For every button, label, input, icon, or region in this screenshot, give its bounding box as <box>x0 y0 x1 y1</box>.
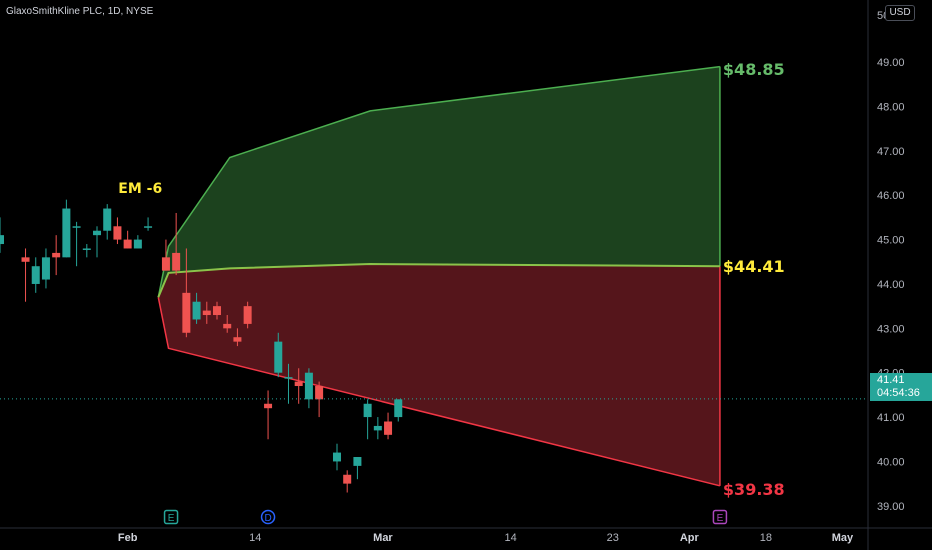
candle-body <box>0 235 4 245</box>
bar-countdown: 04:54:36 <box>877 387 920 399</box>
candle-body <box>52 252 61 258</box>
candle-body <box>304 372 313 400</box>
x-tick-label: Mar <box>373 532 393 544</box>
level-label: $39.38 <box>723 480 785 499</box>
x-tick-label: 14 <box>504 532 516 544</box>
event-letter: D <box>264 513 271 524</box>
candle-body <box>62 208 71 258</box>
candle-body <box>353 457 362 466</box>
earnings-marker[interactable] <box>163 509 179 525</box>
y-tick-label: 44.00 <box>877 279 905 291</box>
candle-body <box>284 377 293 379</box>
candle-body <box>93 230 102 236</box>
candle-body <box>123 239 132 249</box>
candle-body <box>144 226 153 228</box>
x-tick-label: 14 <box>249 532 261 544</box>
expected-move-zones: EM -6 <box>118 65 721 487</box>
candle-body <box>21 257 30 262</box>
earnings-marker[interactable] <box>712 509 728 525</box>
dividend-marker[interactable] <box>260 509 276 525</box>
y-tick-label: 49.00 <box>877 57 905 69</box>
upper-zone-fill <box>158 66 720 298</box>
current-price-tag: 41.41 04:54:36 <box>870 373 932 401</box>
candle-body <box>274 341 283 373</box>
x-tick-label: Feb <box>118 532 138 544</box>
level-label: $44.41 <box>723 257 785 276</box>
y-tick-label: 43.00 <box>877 323 905 335</box>
level-labels: $48.85 $44.41 $39.38 <box>723 60 785 499</box>
candle-body <box>103 208 112 231</box>
candle-body <box>294 381 303 387</box>
candle-body <box>41 257 50 280</box>
candle-body <box>72 226 81 228</box>
candle-body <box>161 257 170 271</box>
y-tick-label: 46.00 <box>877 190 905 202</box>
candle-body <box>133 239 142 249</box>
em-label: EM -6 <box>118 181 162 197</box>
currency-badge[interactable]: USD <box>885 5 915 21</box>
y-tick-label: 39.00 <box>877 501 905 513</box>
lower-zone-fill <box>158 264 720 486</box>
mid-line <box>157 262 720 298</box>
event-letter: E <box>717 513 724 524</box>
current-price-value: 41.41 <box>877 374 905 386</box>
candle-body <box>31 266 40 284</box>
x-tick-label: Apr <box>680 532 700 544</box>
candle-body <box>332 452 341 462</box>
candle-body <box>363 403 372 418</box>
lower-bound-line <box>157 297 721 487</box>
x-tick-label: May <box>832 532 854 544</box>
candle-body <box>113 226 122 240</box>
candle-body <box>384 421 393 435</box>
candle-body <box>373 425 382 431</box>
x-axis[interactable]: Feb 14 Mar 14 23 Apr 18 May <box>118 532 854 544</box>
candle-body <box>202 310 211 316</box>
y-tick-label: 47.00 <box>877 146 905 158</box>
y-tick-label: 41.00 <box>877 412 905 424</box>
candle-body <box>264 403 273 409</box>
candle-body <box>394 399 403 418</box>
chart-title: GlaxoSmithKline PLC, 1D, NYSE <box>6 6 154 17</box>
level-label: $48.85 <box>723 60 785 79</box>
candle-body <box>233 337 242 342</box>
candle-body <box>343 474 352 484</box>
y-tick-label: 48.00 <box>877 101 905 113</box>
candles-layer <box>0 199 403 493</box>
x-tick-label: 23 <box>607 532 619 544</box>
candle-body <box>172 252 181 271</box>
candle-body <box>192 301 201 320</box>
candle-body <box>223 323 232 329</box>
event-letter: E <box>168 513 175 524</box>
candle-body <box>315 386 324 400</box>
candle-body <box>82 248 91 250</box>
x-tick-label: 18 <box>760 532 772 544</box>
y-tick-label: 45.00 <box>877 235 905 247</box>
candle-body <box>182 292 191 333</box>
candle-body <box>243 306 252 324</box>
y-tick-label: 40.00 <box>877 456 905 468</box>
candle-body <box>213 306 221 316</box>
